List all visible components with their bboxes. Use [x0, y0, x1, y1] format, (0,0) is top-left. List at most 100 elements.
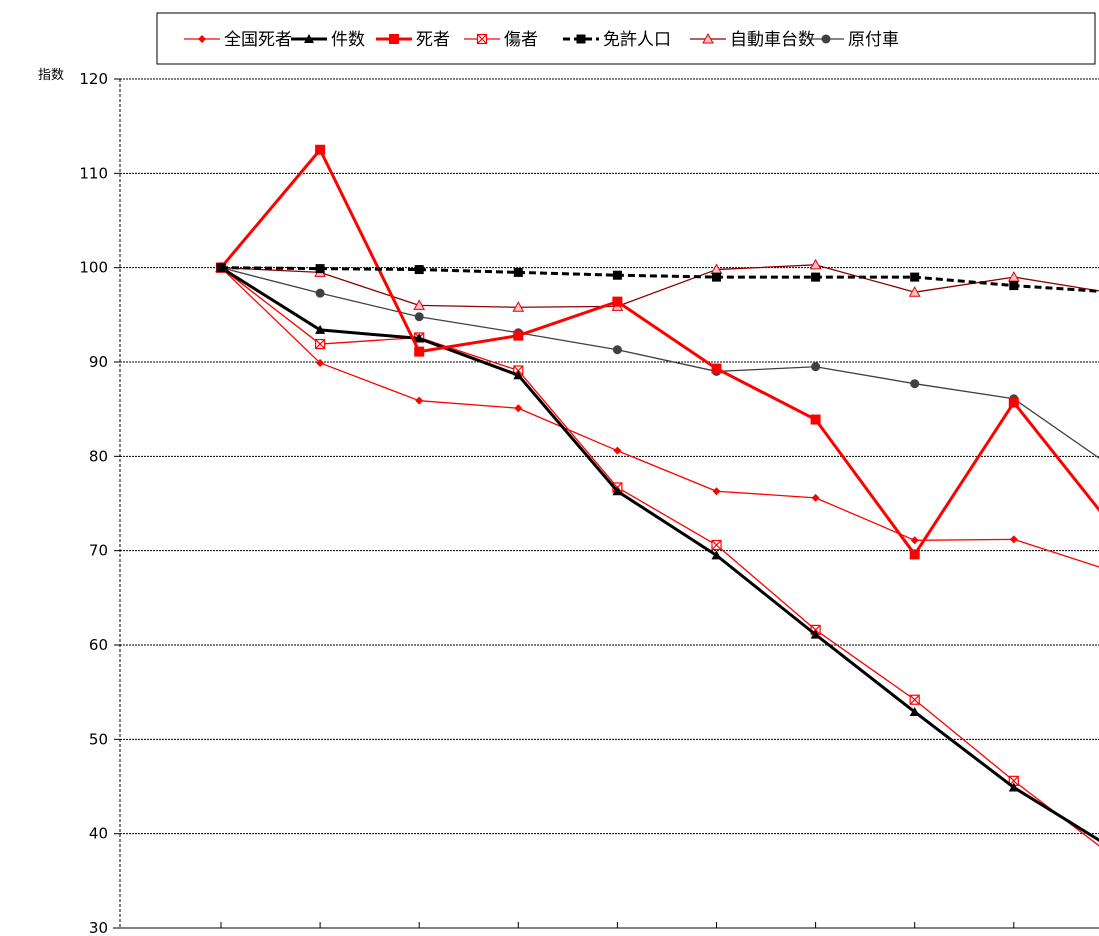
data-point [711, 539, 722, 551]
data-point [810, 414, 821, 425]
legend-item: 免許人口 [563, 30, 671, 50]
data-point [612, 296, 623, 307]
y-tick-label: 50 [89, 730, 108, 748]
legend-item: 全国死者 [184, 30, 292, 50]
legend-label: 件数 [331, 30, 365, 50]
legend-item: 原付車 [808, 30, 899, 50]
y-tick-label: 90 [89, 353, 108, 371]
legend-label: 免許人口 [603, 30, 671, 50]
data-point [909, 694, 920, 705]
data-point [315, 288, 325, 298]
y-tick-label: 60 [89, 636, 108, 654]
series-全国死者 [217, 263, 1099, 568]
data-point [908, 286, 921, 297]
legend-label: 死者 [416, 30, 450, 50]
series-件数 [216, 262, 1099, 842]
data-point [414, 333, 425, 343]
data-point [612, 345, 622, 355]
legend-marker [476, 33, 488, 45]
data-point [512, 301, 525, 312]
data-point [811, 272, 821, 282]
y-tick-label: 100 [79, 259, 108, 277]
series-line [220, 266, 1099, 842]
data-point [415, 396, 424, 405]
data-point [910, 379, 920, 389]
series-原付車 [216, 263, 1099, 459]
legend-item: 件数 [291, 30, 365, 50]
legend-marker [304, 34, 314, 43]
data-point [910, 272, 920, 282]
legend: 全国死者 件数 死者 傷者 免許人口 自動車台数 原付車 [184, 30, 899, 50]
data-point [414, 312, 424, 322]
data-point [216, 263, 226, 273]
grid [120, 78, 1099, 835]
data-point [910, 536, 919, 545]
data-point [612, 270, 622, 280]
data-point [712, 487, 721, 496]
data-point [315, 144, 326, 155]
marker-cross [477, 34, 487, 44]
data-point [712, 272, 721, 282]
data-point [413, 299, 426, 310]
series-line [220, 264, 1099, 308]
series-line [220, 266, 1099, 293]
plot-area [215, 144, 1099, 847]
y-axis-label: 指数 [38, 68, 64, 83]
legend-label: 全国死者 [224, 30, 292, 50]
y-tick-label: 120 [79, 70, 108, 88]
data-point [315, 338, 326, 350]
series-傷者 [215, 262, 1099, 847]
axes: 30 40 50 60 70 80 90 100 110 120 [79, 70, 1099, 936]
data-point [810, 629, 821, 639]
series-line [220, 267, 1099, 459]
y-tick-label: 110 [79, 164, 108, 182]
data-point [1009, 535, 1018, 544]
legend-label: 原付車 [848, 30, 899, 50]
legend-item: 死者 [376, 30, 450, 50]
legend-marker [576, 34, 586, 44]
data-point [811, 493, 820, 502]
data-point [513, 267, 523, 277]
data-point [1007, 271, 1020, 282]
series-line [219, 148, 1099, 556]
legend-item: 傷者 [464, 30, 538, 50]
legend-marker [198, 35, 206, 43]
data-point [414, 265, 424, 275]
y-tick-label: 40 [89, 825, 108, 843]
legend-item: 自動車台数 [690, 30, 815, 50]
legend-marker [389, 34, 399, 44]
legend-marker [702, 32, 714, 44]
legend-label: 傷者 [504, 30, 538, 50]
marker-cross [1009, 776, 1019, 786]
data-point [1008, 782, 1019, 792]
y-tick-label: 30 [89, 919, 108, 936]
series-line [220, 267, 1099, 847]
data-point [809, 258, 822, 270]
data-point [513, 370, 524, 380]
data-point [711, 550, 722, 560]
data-point [316, 358, 325, 367]
legend-marker [821, 34, 831, 44]
data-point [414, 346, 425, 357]
series-死者 [216, 144, 1099, 560]
data-point [315, 324, 326, 334]
marker-cross [315, 339, 325, 349]
series-line [220, 267, 1099, 568]
data-point [613, 446, 622, 455]
data-point [514, 404, 523, 413]
data-point [1009, 281, 1019, 291]
data-point [909, 549, 920, 560]
series-免許人口 [216, 263, 1099, 293]
data-point [315, 264, 325, 274]
data-point [1008, 397, 1019, 408]
data-point [711, 363, 722, 374]
legend-label: 自動車台数 [730, 30, 815, 50]
marker-cross [910, 695, 920, 705]
data-point [612, 486, 623, 496]
y-tick-label: 80 [89, 447, 108, 465]
data-point [513, 330, 524, 341]
y-tick-label: 70 [89, 542, 108, 560]
data-point [811, 362, 821, 372]
data-point [909, 706, 920, 716]
